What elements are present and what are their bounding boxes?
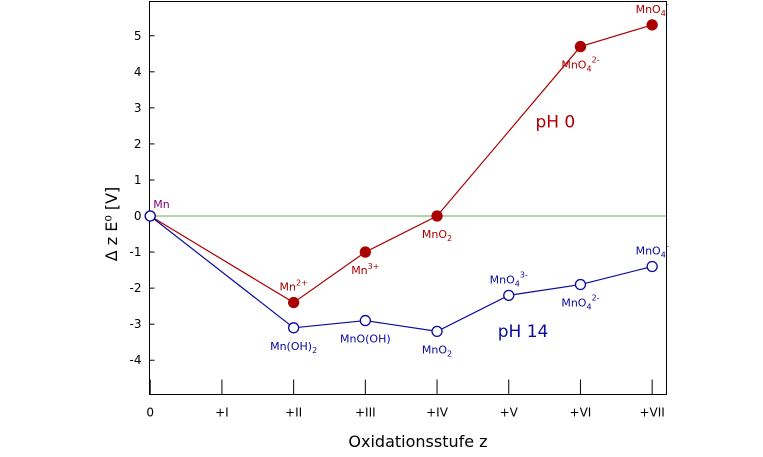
y-tick-label: -1 <box>130 245 142 259</box>
point-label: Mn(OH)2 <box>270 340 317 355</box>
data-point <box>431 325 443 338</box>
x-axis-title: Oxidationsstufe z <box>348 432 487 451</box>
series-line-ph0 <box>149 24 653 304</box>
data-point <box>646 19 658 31</box>
point-label: MnO2 <box>422 343 452 358</box>
data-point <box>431 210 443 222</box>
point-label: MnO2 <box>422 228 452 243</box>
x-tick-label: +VII <box>639 406 664 420</box>
y-tick-label: 5 <box>134 29 142 43</box>
y-axis-title: Δ z E⁰ [V] <box>102 187 121 262</box>
x-tick-label: +III <box>355 406 376 420</box>
point-label: MnO(OH) <box>340 333 391 346</box>
data-point <box>144 210 156 222</box>
x-tick-label: +VI <box>570 406 592 420</box>
data-point <box>574 278 587 291</box>
data-point <box>359 246 371 258</box>
x-axis-ticks: 0 +I +II +III +IV +V +VI +VII <box>146 379 665 420</box>
y-tick-label: 1 <box>134 173 142 187</box>
y-tick-label: -3 <box>130 317 142 331</box>
y-tick-label: -4 <box>130 353 142 367</box>
data-point <box>359 314 371 327</box>
series-line-ph14 <box>149 215 653 333</box>
point-label: Mn3+ <box>351 262 379 277</box>
x-tick-label: 0 <box>146 406 154 420</box>
data-point <box>287 296 300 309</box>
point-label: MnO4- <box>636 242 669 260</box>
x-tick-label: +II <box>285 406 302 420</box>
data-point <box>503 289 515 301</box>
data-point <box>646 260 658 273</box>
data-point <box>574 40 587 53</box>
data-point <box>287 322 300 334</box>
point-label: MnO42- <box>561 56 599 74</box>
y-tick-label: -2 <box>130 281 142 295</box>
point-label: MnO42- <box>561 294 599 312</box>
y-tick-label: 3 <box>134 101 142 115</box>
series-layer <box>144 19 658 338</box>
plot-frame <box>149 1 667 395</box>
y-tick-label: 0 <box>134 209 142 223</box>
y-tick-label: 4 <box>134 65 142 79</box>
series-annotation: pH 14 <box>498 322 549 342</box>
point-label: MnO4- <box>636 0 669 18</box>
y-axis-ticks: -4 -3 -2 -1 0 1 2 3 4 5 <box>130 29 155 367</box>
y-tick-label: 2 <box>134 137 142 151</box>
series-annotation: pH 0 <box>535 113 575 133</box>
point-labels: Mn Mn2+ Mn3+ MnO2 MnO42- MnO4- Mn(OH)2 MnO(OH) M… <box>153 0 669 358</box>
point-label: Mn <box>153 198 169 211</box>
x-tick-label: +V <box>500 406 519 420</box>
x-tick-label: +IV <box>426 406 449 420</box>
point-label: MnO43- <box>490 270 528 288</box>
x-tick-label: +I <box>215 406 229 420</box>
point-label: Mn2+ <box>279 279 307 294</box>
